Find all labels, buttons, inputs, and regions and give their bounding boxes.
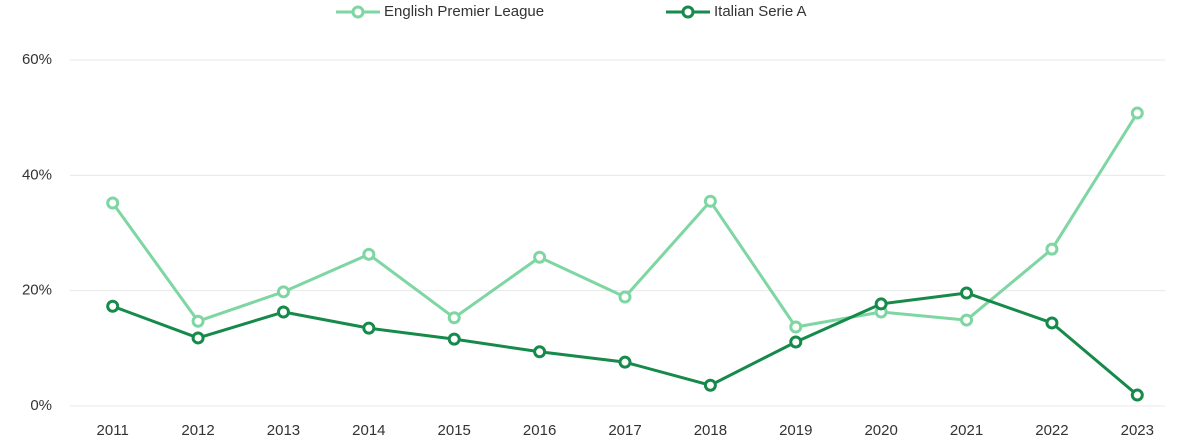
point [276, 305, 290, 319]
x-tick-label: 2019 [779, 422, 812, 439]
x-tick-label: 2012 [181, 422, 214, 439]
x-tick-label: 2018 [694, 422, 727, 439]
x-tick-label: 2014 [352, 422, 385, 439]
point [960, 313, 974, 327]
x-tick-label: 2017 [608, 422, 641, 439]
series-line [112, 291, 1139, 397]
point [533, 250, 547, 264]
point [1130, 106, 1144, 120]
point [618, 355, 632, 369]
point [362, 321, 376, 335]
x-tick-label: 2013 [267, 422, 300, 439]
point [1045, 316, 1059, 330]
point [1045, 242, 1059, 256]
x-tick-label: 2023 [1121, 422, 1154, 439]
legend-label: Italian Serie A [714, 3, 807, 20]
x-tick-label: 2020 [864, 422, 897, 439]
x-tick-label: 2022 [1035, 422, 1068, 439]
x-tick-label: 2015 [438, 422, 471, 439]
point [874, 297, 888, 311]
point [362, 247, 376, 261]
x-tick-label: 2016 [523, 422, 556, 439]
y-tick-label: 40% [22, 166, 52, 183]
point [1130, 388, 1144, 402]
point [447, 311, 461, 325]
y-tick-label: 20% [22, 282, 52, 299]
legend-marker [351, 5, 365, 19]
point [447, 332, 461, 346]
point [533, 345, 547, 359]
point [789, 320, 803, 334]
legend-marker [681, 5, 695, 19]
point [191, 314, 205, 328]
y-tick-label: 0% [30, 397, 52, 414]
point [703, 378, 717, 392]
point [960, 286, 974, 300]
point [106, 196, 120, 210]
point [618, 290, 632, 304]
legend-label: English Premier League [384, 3, 544, 20]
point [106, 299, 120, 313]
point [703, 194, 717, 208]
point [191, 331, 205, 345]
x-tick-label: 2021 [950, 422, 983, 439]
x-tick-label: 2011 [97, 422, 129, 439]
point [789, 335, 803, 349]
y-tick-label: 60% [22, 51, 52, 68]
point [276, 285, 290, 299]
